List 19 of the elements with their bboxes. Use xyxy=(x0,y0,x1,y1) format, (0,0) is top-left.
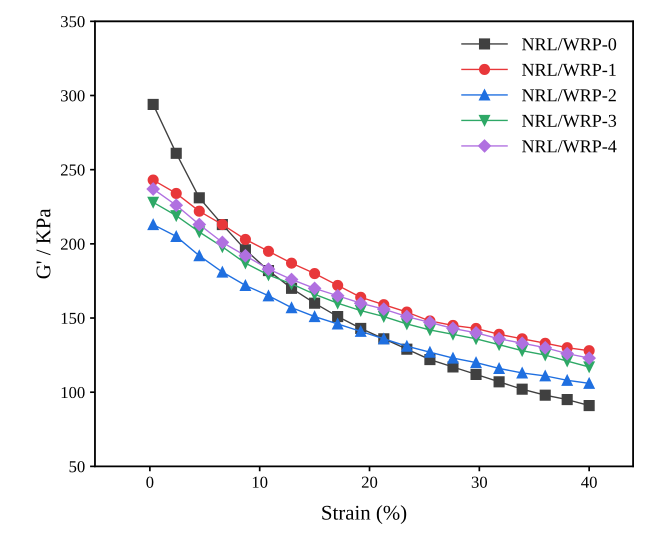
x-tick-label: 10 xyxy=(252,476,268,488)
x-tick-label: 40 xyxy=(581,476,597,488)
legend-label: NRL/WRP-3 xyxy=(522,114,616,128)
legend-label: NRL/WRP-4 xyxy=(522,140,617,153)
x-axis-title: Strain (%) xyxy=(322,505,406,524)
legend-label: NRL/WRP-0 xyxy=(522,38,616,50)
y-tick-label: 350 xyxy=(61,16,85,28)
legend-label: NRL/WRP-2 xyxy=(522,89,616,102)
legend-label: NRL/WRP-1 xyxy=(522,64,616,76)
y-tick-label: 300 xyxy=(61,90,85,102)
y-tick-label: 250 xyxy=(60,164,85,176)
y-axis-title: G' / KPa xyxy=(36,208,50,278)
x-tick-label: 20 xyxy=(362,476,378,488)
y-tick-label: 200 xyxy=(60,238,85,250)
y-tick-label: 150 xyxy=(62,312,85,324)
x-tick-label: 30 xyxy=(472,476,488,488)
x-tick-label: 0 xyxy=(146,476,154,488)
y-tick-label: 100 xyxy=(62,386,85,398)
y-tick-label: 50 xyxy=(70,461,85,472)
